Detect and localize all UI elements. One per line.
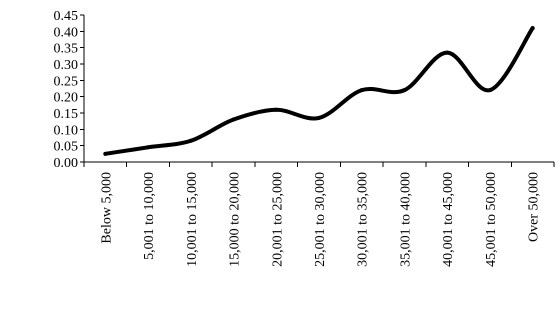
y-tick-label: 0.00 [54, 156, 79, 171]
y-tick-label: 0.40 [54, 25, 79, 40]
y-tick-label: 0.30 [54, 58, 79, 73]
y-tick-label: 0.05 [54, 140, 79, 155]
x-tick-label: 35,001 to 40,000 [398, 172, 413, 267]
data-point [188, 138, 193, 143]
y-tick-label: 0.20 [54, 91, 79, 106]
series-line-0 [103, 26, 535, 156]
x-tick-label: 20,001 to 25,000 [270, 172, 285, 267]
data-point [487, 88, 492, 93]
data-point [317, 115, 321, 120]
data-point [530, 26, 535, 31]
y-tick-label: 0.35 [54, 42, 79, 57]
y-axis: 0.000.05 0.100.150.20 0.250.300.35 0.400.45 [54, 9, 85, 171]
x-tick-label: 40,001 to 45,000 [441, 172, 456, 267]
x-tick-label: Over 50,000 [527, 172, 542, 242]
data-point [103, 151, 108, 156]
data-point [359, 88, 364, 93]
data-point [231, 117, 236, 122]
data-point [146, 145, 151, 150]
y-tick-label: 0.15 [54, 107, 79, 122]
x-axis: Below 5,000 5,001 to 10,000 10,001 to 15,0… [83, 161, 555, 267]
series-group [103, 26, 535, 156]
x-tick-label: 45,001 to 50,000 [484, 172, 499, 267]
data-point [445, 50, 450, 55]
x-tick-label: 5,001 to 10,000 [142, 172, 157, 260]
x-tick-label: Below 5,000 [99, 172, 114, 244]
x-tick-label: 15,000 to 20,000 [228, 172, 243, 267]
x-tick-label: 30,001 to 35,000 [356, 172, 371, 267]
data-point [274, 107, 279, 112]
data-point [402, 88, 407, 93]
x-tick-label: 10,001 to 15,000 [185, 172, 200, 267]
y-tick-label: 0.45 [54, 9, 79, 24]
x-tick-label: 25,001 to 30,000 [313, 172, 328, 267]
y-tick-label: 0.25 [54, 74, 79, 89]
y-tick-label: 0.10 [54, 123, 79, 138]
